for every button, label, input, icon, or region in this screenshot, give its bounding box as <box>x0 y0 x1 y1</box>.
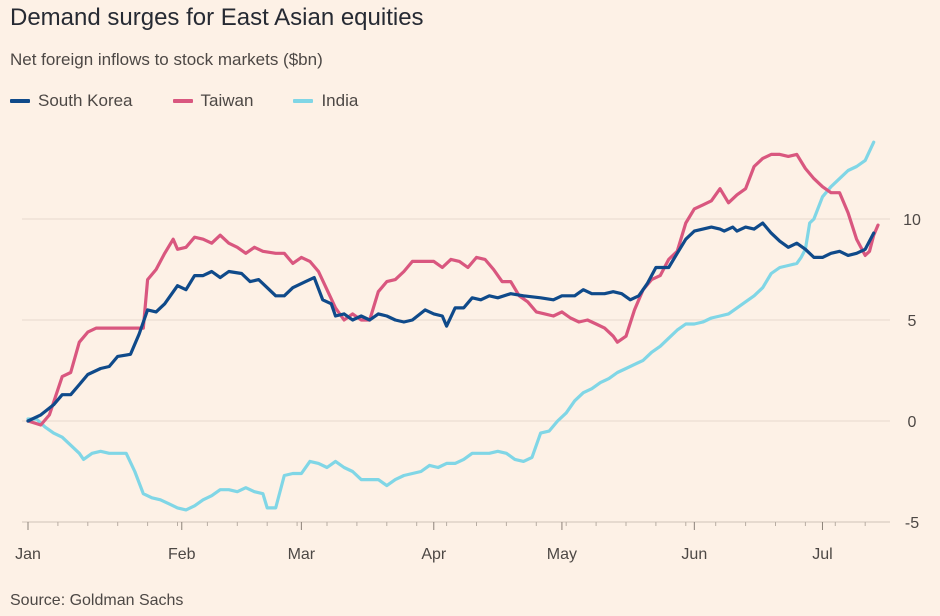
x-tick-label: Jun <box>681 546 707 563</box>
y-tick-label: 0 <box>908 414 917 431</box>
x-tick-label: Mar <box>288 546 316 563</box>
x-tick-label: Jan <box>15 546 41 563</box>
x-tick-label: Feb <box>168 546 196 563</box>
series-line-india <box>26 140 876 512</box>
legend-item-taiwan: Taiwan <box>172 91 254 111</box>
series-line-taiwan <box>26 152 880 427</box>
legend-label-india: India <box>321 91 359 110</box>
chart-title: Demand surges for East Asian equities <box>10 4 424 31</box>
y-tick-label: 5 <box>908 313 917 330</box>
legend-item-south-korea: South Korea <box>10 91 133 111</box>
legend: South Korea Taiwan India <box>10 90 358 112</box>
chart-subtitle: Net foreign inflows to stock markets ($b… <box>10 50 323 69</box>
x-tick-label: Jul <box>812 546 832 563</box>
legend-label-south-korea: South Korea <box>38 91 133 110</box>
series-lines <box>26 140 880 512</box>
y-tick-label: 10 <box>903 212 921 229</box>
x-tick-label: Apr <box>421 546 447 563</box>
gridlines <box>22 218 890 523</box>
legend-label-taiwan: Taiwan <box>200 91 254 110</box>
x-tick-label: May <box>547 546 577 563</box>
legend-swatch-taiwan <box>172 99 193 103</box>
legend-item-india: India <box>293 91 358 111</box>
source-note: Source: Goldman Sachs <box>10 592 184 609</box>
y-tick-label: -5 <box>905 515 919 532</box>
series-line-south-korea <box>26 221 876 423</box>
axes: -5 0 5 10 Jan Feb Mar Apr May Jun Jul <box>15 212 921 563</box>
legend-swatch-india <box>293 99 314 103</box>
legend-swatch-south-korea <box>10 99 30 103</box>
